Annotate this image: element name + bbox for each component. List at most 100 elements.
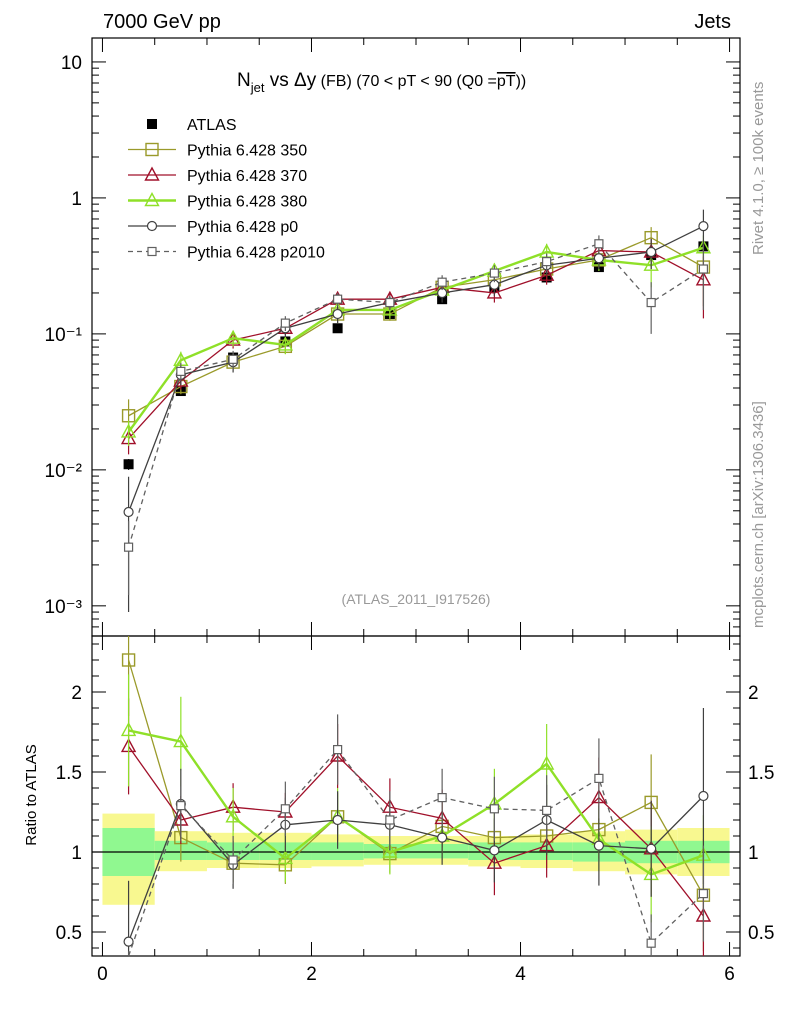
point-top-atlas xyxy=(332,323,343,334)
point-ratio-p2010 xyxy=(646,938,656,948)
point-ratio-p2010 xyxy=(698,888,709,899)
point-top-p2010 xyxy=(489,268,499,278)
point-ratio-p0 xyxy=(332,814,343,826)
point-ratio-p380 xyxy=(225,808,241,823)
line-top-p380 xyxy=(127,246,704,433)
point-top-p0 xyxy=(123,506,134,518)
point-top-p2010 xyxy=(385,297,395,308)
point-top-p0 xyxy=(646,246,657,258)
point-top-p380 xyxy=(277,336,294,351)
line-ratio-p0 xyxy=(127,795,704,942)
point-top-p370 xyxy=(538,266,555,281)
mcplots-label: mcplots.cern.ch [arXiv:1306.3436] xyxy=(750,401,767,628)
point-ratio-p0 xyxy=(698,790,709,802)
point-top-p2010 xyxy=(698,264,709,274)
point-ratio-p2010 xyxy=(280,804,290,814)
x-tick-label: 4 xyxy=(515,964,526,985)
x-tick-label: 2 xyxy=(306,964,317,985)
plot-title: Njet vs Δy (FB) (70 < pT < 90 (Q0 =pT)) xyxy=(237,70,526,95)
point-ratio-p0 xyxy=(593,840,605,851)
legend-marker-p370 xyxy=(144,166,160,181)
point-ratio-p2010 xyxy=(333,744,343,755)
point-ratio-p2010 xyxy=(594,773,604,784)
point-ratio-p2010 xyxy=(385,815,395,825)
line-ratio-p380 xyxy=(128,729,704,876)
point-top-p380 xyxy=(643,256,659,271)
title-vs: vs Δy xyxy=(264,70,316,91)
header-right: Jets xyxy=(694,11,731,33)
series-layer xyxy=(120,209,712,957)
point-top-p2010 xyxy=(437,277,447,287)
point-ratio-p380 xyxy=(538,755,555,770)
legend-label-p380: Pythia 6.428 380 xyxy=(187,194,307,211)
ratio-bands xyxy=(102,813,730,905)
point-ratio-p2010 xyxy=(542,805,552,816)
analysis-label: (ATLAS_2011_I917526) xyxy=(342,591,491,607)
point-top-p370 xyxy=(486,284,503,299)
ratio-axis-label: Ratio to ATLAS xyxy=(23,744,40,845)
point-top-p2010 xyxy=(176,366,186,376)
header-left: 7000 GeV pp xyxy=(103,11,221,33)
legend-label-atlas: ATLAS xyxy=(187,117,237,134)
point-ratio-p2010 xyxy=(176,800,186,811)
legend-label-p2010: Pythia 6.428 p2010 xyxy=(187,245,325,262)
point-top-p2010 xyxy=(280,318,290,328)
ratio-tick-label: 1.5 xyxy=(56,763,82,784)
point-ratio-p0 xyxy=(437,832,448,843)
ratio-panel-frame xyxy=(91,635,741,957)
x-tick-label: 0 xyxy=(97,964,108,985)
point-top-p2010 xyxy=(594,239,604,249)
ratio-tick-label: 1 xyxy=(71,843,82,864)
point-ratio-p380 xyxy=(120,721,137,737)
band-inner xyxy=(311,842,364,860)
line-ratio-p370 xyxy=(128,746,704,917)
point-top-p0 xyxy=(332,308,343,320)
ratio-tick-label-right: 1.5 xyxy=(748,763,774,784)
ratio-tick-label-right: 1 xyxy=(748,843,759,864)
series-p2010 xyxy=(123,235,709,957)
point-top-p380 xyxy=(382,301,398,316)
ratio-tick-label-right: 0.5 xyxy=(748,923,774,944)
point-ratio-p0 xyxy=(123,936,134,947)
point-ratio-p0 xyxy=(646,843,657,854)
title-main: N xyxy=(237,70,251,91)
series-atlas xyxy=(123,241,709,470)
legend: ATLAS Pythia 6.428 350 Pythia 6.428 370 Pyt… xyxy=(128,117,325,262)
point-ratio-p2010 xyxy=(489,804,499,814)
legend-label-p370: Pythia 6.428 370 xyxy=(187,168,307,185)
point-ratio-p2010 xyxy=(228,855,238,865)
point-top-p2010 xyxy=(333,294,343,304)
point-ratio-p0 xyxy=(489,845,500,856)
ratio-tick-label-right: 2 xyxy=(748,683,759,704)
title-ptbar: pT xyxy=(497,73,516,90)
ratio-tick-label: 2 xyxy=(71,683,82,704)
y-tick-label: 10⁻¹ xyxy=(45,325,83,346)
axes: 10 1 10⁻¹ 10⁻² 10⁻³ 2 2 1.5 1.5 1 1 0.5 0.5 0 2 4 6 xyxy=(45,38,774,985)
title-main-sub: jet xyxy=(250,80,265,95)
y-tick-label: 10⁻² xyxy=(45,461,83,482)
point-ratio-p380 xyxy=(277,849,294,865)
point-top-p2010 xyxy=(646,297,656,308)
legend-marker-atlas xyxy=(147,119,157,129)
point-ratio-p380 xyxy=(382,843,398,858)
x-tick-label: 6 xyxy=(724,964,735,985)
legend-marker-p0 xyxy=(146,220,158,232)
point-top-p380 xyxy=(120,423,137,438)
y-tick-label: 10⁻³ xyxy=(45,597,83,618)
point-top-p2010 xyxy=(542,257,552,267)
ratio-tick-label: 0.5 xyxy=(56,923,82,944)
legend-label-p350: Pythia 6.428 350 xyxy=(187,143,307,160)
legend-marker-p350 xyxy=(145,142,159,157)
point-top-p0 xyxy=(698,221,709,232)
line-ratio-p350 xyxy=(127,659,704,896)
y-tick-label: 1 xyxy=(71,189,82,210)
legend-label-p0: Pythia 6.428 p0 xyxy=(187,219,298,236)
title-range: (70 < pT < 90 (Q0 = xyxy=(352,73,497,90)
line-top-p350 xyxy=(128,236,704,417)
point-top-atlas xyxy=(123,459,134,470)
line-top-p0 xyxy=(127,225,704,513)
line-top-p2010 xyxy=(127,243,704,548)
rivet-label: Rivet 4.1.0, ≥ 100k events xyxy=(750,82,767,255)
legend-marker-p380 xyxy=(144,192,160,207)
point-top-p380 xyxy=(225,329,241,344)
